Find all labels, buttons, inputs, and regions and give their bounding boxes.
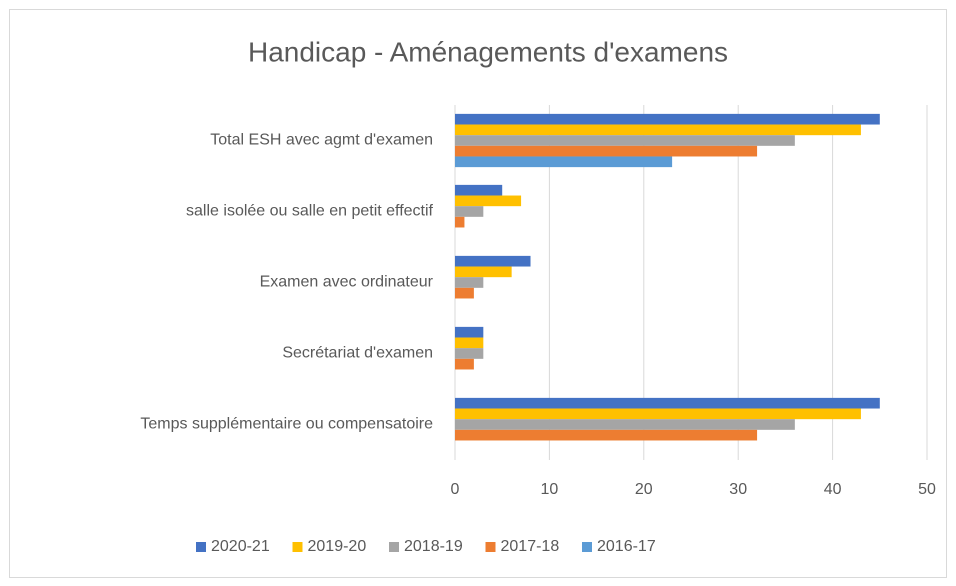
legend-label: 2020-21 — [211, 538, 270, 555]
bar — [455, 255, 531, 267]
legend-swatch — [292, 542, 303, 552]
chart-border — [9, 9, 947, 578]
x-tick-label: 50 — [918, 481, 936, 498]
bar — [455, 326, 484, 338]
x-tick-label: 40 — [824, 481, 842, 498]
bar — [455, 419, 795, 430]
x-tick-label: 10 — [541, 481, 559, 498]
bar — [455, 184, 503, 196]
legend-label: 2019-20 — [308, 538, 367, 555]
x-tick-label: 30 — [729, 481, 747, 498]
bar — [455, 113, 880, 125]
legend-swatch — [389, 542, 399, 552]
y-tick-label: Secrétariat d'examen — [282, 345, 433, 362]
bar — [455, 397, 880, 409]
x-tick-label: 20 — [635, 481, 653, 498]
y-tick-label: Total ESH avec agmt d'examen — [210, 132, 433, 149]
y-tick-label: Temps supplémentaire ou compensatoire — [140, 416, 433, 433]
bar — [455, 277, 484, 288]
legend-swatch — [485, 542, 496, 552]
chart-title: Handicap - Aménagements d'examens — [248, 36, 728, 67]
bar — [455, 216, 465, 228]
bar — [455, 408, 861, 420]
bar — [455, 156, 673, 168]
bar — [455, 266, 512, 278]
x-tick-label: 0 — [451, 481, 460, 498]
y-tick-label: Examen avec ordinateur — [260, 274, 434, 291]
bar — [455, 358, 474, 370]
bar — [455, 195, 522, 207]
bar — [455, 429, 758, 441]
legend-label: 2017-18 — [501, 538, 560, 555]
bar — [455, 348, 484, 359]
bar — [455, 206, 484, 217]
legend-label: 2016-17 — [597, 538, 656, 555]
bar — [455, 287, 474, 299]
legend-swatch — [196, 542, 206, 552]
bar — [455, 124, 861, 136]
legend-label: 2018-19 — [404, 538, 463, 555]
bar — [455, 145, 758, 157]
y-tick-label: salle isolée ou salle en petit effectif — [186, 203, 434, 220]
bar — [455, 337, 484, 349]
bar — [455, 135, 795, 146]
legend-swatch — [582, 542, 592, 552]
